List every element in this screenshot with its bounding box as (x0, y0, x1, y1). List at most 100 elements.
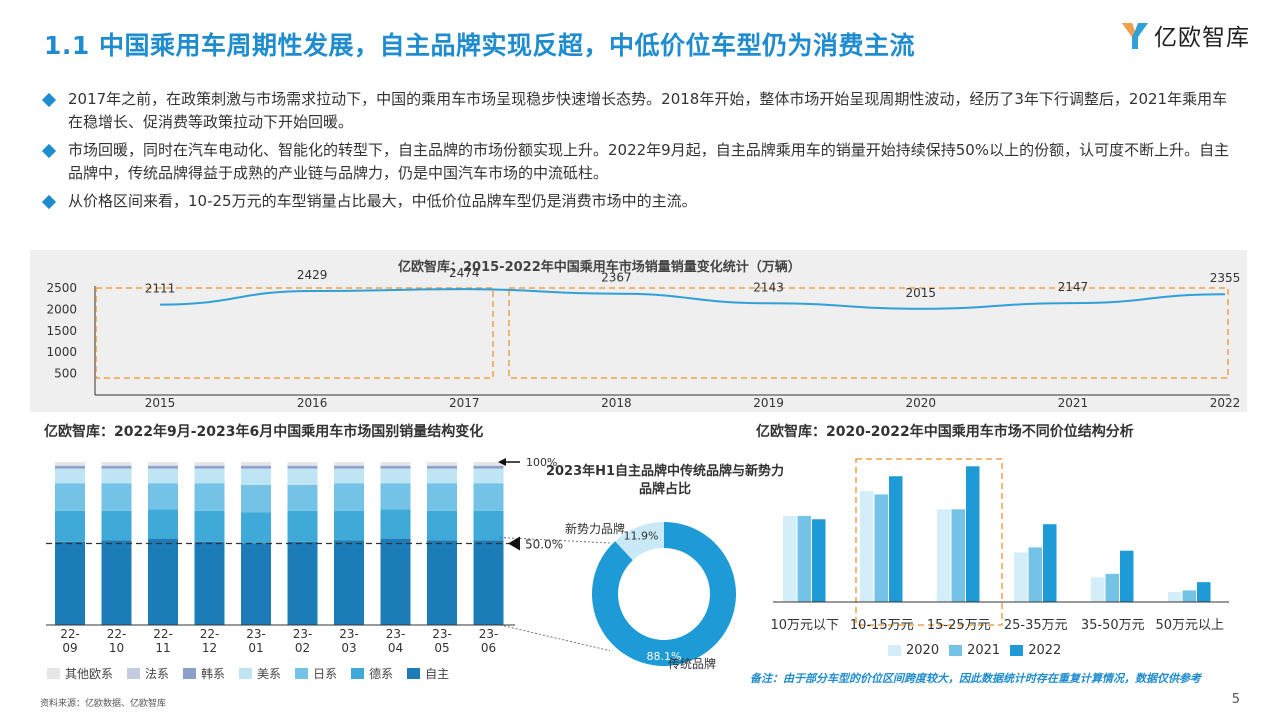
x-tick-label: 2017 (449, 396, 480, 410)
stacked-bar-segment (101, 465, 132, 467)
stacked-bar-segment (427, 465, 457, 467)
x-tick-label: 25-35万元 (1004, 618, 1068, 633)
stacked-bar-segment (241, 543, 271, 625)
data-label: 2429 (297, 268, 328, 282)
legend-swatch (351, 668, 365, 679)
legend-item: 韩系 (183, 665, 225, 682)
stacked-bar-segment (380, 468, 411, 484)
x-tick-label: 10 (109, 641, 124, 655)
fifty-percent-arrow-icon (508, 536, 520, 551)
x-tick-label: 22- (60, 627, 80, 641)
price-bar (874, 494, 888, 602)
x-tick-label: 23- (293, 627, 313, 641)
price-bar (966, 466, 980, 602)
legend-swatch (949, 645, 963, 656)
legend-label: 其他欧系 (65, 667, 114, 681)
donut-slice (615, 522, 664, 561)
brand-structure-stacked-chart: 22-0922-1022-1122-1223-0123-0223-0323-04… (46, 456, 610, 655)
stacked-bar-segment (101, 468, 132, 484)
legend-item: 美系 (239, 665, 281, 682)
stacked-bar-segment (55, 483, 85, 511)
bullet-text: 从价格区间来看，10-25万元的车型销量占比最大，中低价位品牌车型仍是消费市场中… (68, 192, 697, 210)
legend-item: 2022 (1010, 643, 1061, 658)
stacked-bar-segment (101, 462, 132, 466)
stacked-bar-segment (427, 468, 457, 484)
price-bar (860, 491, 874, 602)
stacked-bar-segment (380, 538, 411, 625)
legend-item: 自主 (407, 665, 449, 682)
price-bar (797, 515, 811, 602)
stacked-bar-segment (194, 465, 225, 467)
y-tick-label: 1000 (46, 345, 77, 359)
stacked-bar-segment (194, 541, 225, 625)
stacked-bar-segment (427, 510, 457, 541)
stacked-bar-segment (380, 509, 411, 539)
diamond-bullet-icon (41, 143, 57, 159)
legend-swatch (295, 668, 309, 679)
diamond-bullet-icon (41, 92, 57, 108)
stacked-bar-segment (380, 466, 411, 469)
stacked-bar-segment (148, 538, 178, 625)
stacked-bar-segment (334, 468, 364, 484)
stacked-bar-segment (473, 465, 504, 467)
data-label: 2355 (1210, 271, 1241, 285)
connector-line (499, 537, 610, 544)
legend-label: 韩系 (201, 667, 226, 681)
stacked-bar-segment (194, 468, 225, 484)
legend-item: 2020 (888, 643, 939, 658)
stacked-bar-segment (55, 468, 85, 484)
x-tick-label: 01 (248, 641, 263, 655)
stacked-bar-segment (287, 466, 318, 469)
donut-label-new: 新势力品牌 (565, 522, 626, 536)
legend-label: 美系 (257, 667, 282, 681)
stacked-bar-segment (287, 484, 318, 511)
x-tick-label: 22- (107, 627, 127, 641)
y-tick-label: 1500 (46, 324, 77, 338)
stacked-bar-segment (241, 465, 271, 467)
x-tick-label: 2015 (145, 396, 176, 410)
legend-label: 2022 (1028, 643, 1062, 658)
x-tick-label: 2016 (297, 396, 328, 410)
stacked-bar-segment (334, 483, 364, 511)
price-bar (783, 515, 797, 602)
stacked-bar-segment (55, 510, 85, 542)
price-structure-bar-chart: 10万元以下 10-15万元 15-25万元 25-35万元 35-50万元 50万元以上 (770, 458, 1229, 633)
bullet-item: 2017年之前，在政策刺激与市场需求拉动下，中国的乘用车市场呈现稳步快速增长态势… (40, 88, 1240, 134)
stacked-bar-segment (287, 510, 318, 542)
bullet-list: 2017年之前，在政策刺激与市场需求拉动下，中国的乘用车市场呈现稳步快速增长态势… (40, 88, 1240, 218)
donut-title-text: 2023年H1自主品牌中传统品牌与新势力品牌占比 (545, 464, 785, 497)
price-bar (1014, 552, 1028, 602)
stacked-bar-segment (427, 466, 457, 469)
stacked-bar-segment (287, 468, 318, 485)
stacked-bar-segment (241, 512, 271, 544)
legend-item: 其他欧系 (47, 665, 113, 682)
bullet-item: 从价格区间来看，10-25万元的车型销量占比最大，中低价位品牌车型仍是消费市场中… (40, 190, 1240, 213)
price-bar (1043, 524, 1057, 602)
stacked-bar-segment (55, 465, 85, 467)
stacked-bar-segment (194, 510, 225, 542)
data-label: 2147 (1058, 280, 1089, 294)
legend-label: 2021 (967, 643, 1001, 658)
x-tick-label: 2020 (905, 396, 936, 410)
stacked-bar-segment (241, 484, 271, 513)
price-bar (1105, 573, 1119, 602)
diamond-bullet-icon (41, 194, 57, 210)
stacked-bar-segment (194, 462, 225, 466)
legend-label: 2020 (906, 643, 940, 658)
bullet-text: 市场回暖，同时在汽车电动化、智能化的转型下，自主品牌的市场份额实现上升。2022… (68, 141, 1230, 182)
x-tick-label: 2022 (1210, 396, 1241, 410)
donut-slice (592, 522, 736, 666)
x-tick-label: 04 (388, 641, 403, 655)
legend-item: 日系 (295, 665, 337, 682)
yiou-logo-icon (1122, 23, 1148, 49)
donut-value-label: 88.1% (647, 650, 682, 663)
data-label: 2015 (905, 286, 936, 300)
donut-label-traditional: 传统品牌 (668, 657, 717, 671)
x-tick-label: 02 (295, 641, 310, 655)
stacked-bar-segment (380, 465, 411, 467)
stacked-bar-segment (380, 462, 411, 466)
legend-swatch (183, 668, 197, 679)
logo-text: 亿欧智库 (1154, 25, 1250, 51)
stacked-bar-segment (148, 483, 178, 510)
legend-swatch (888, 645, 901, 656)
